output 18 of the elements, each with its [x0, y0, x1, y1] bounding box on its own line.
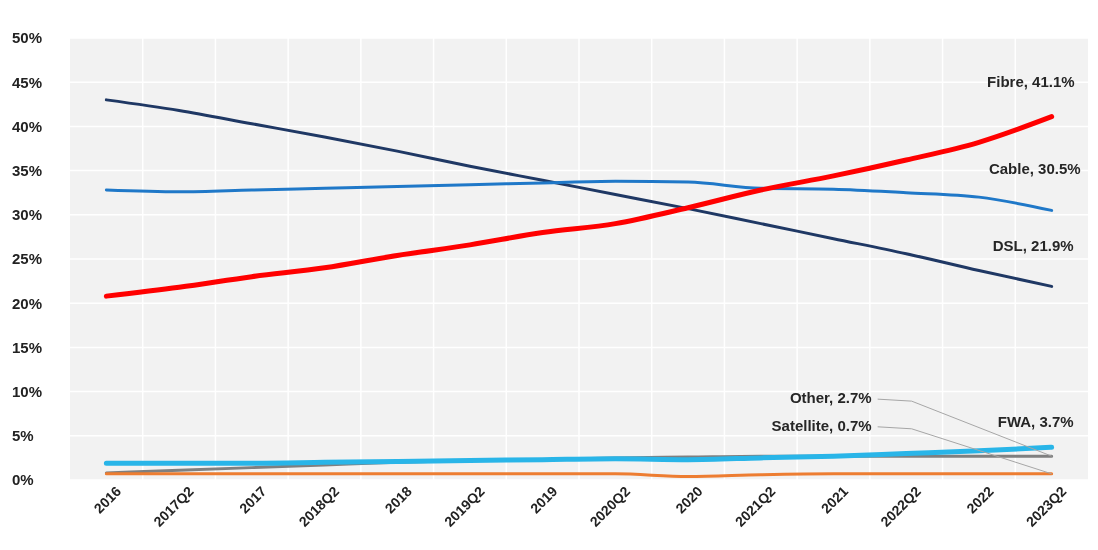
- y-tick-label: 35%: [12, 161, 43, 179]
- y-tick-label: 0%: [12, 471, 34, 489]
- annotation: FWA, 3.7%: [997, 413, 1074, 431]
- line-series: [104, 179, 1054, 212]
- y-tick-label: 50%: [12, 29, 43, 47]
- y-tick-label: 30%: [12, 206, 43, 224]
- annotation: Cable, 30.5%: [988, 160, 1081, 178]
- annotation: Other, 2.7%: [789, 389, 872, 407]
- annotation: DSL, 21.9%: [992, 237, 1074, 255]
- annotation: Satellite, 0.7%: [771, 416, 872, 434]
- y-tick-label: 5%: [12, 427, 34, 445]
- annotation: Fibre, 41.1%: [987, 72, 1075, 90]
- y-tick-label: 25%: [12, 250, 43, 268]
- y-tick-label: 10%: [12, 382, 43, 400]
- y-tick-label: 40%: [12, 117, 43, 135]
- y-tick-label: 20%: [12, 294, 43, 312]
- y-tick-label: 15%: [12, 338, 43, 356]
- y-tick-label: 45%: [12, 73, 43, 91]
